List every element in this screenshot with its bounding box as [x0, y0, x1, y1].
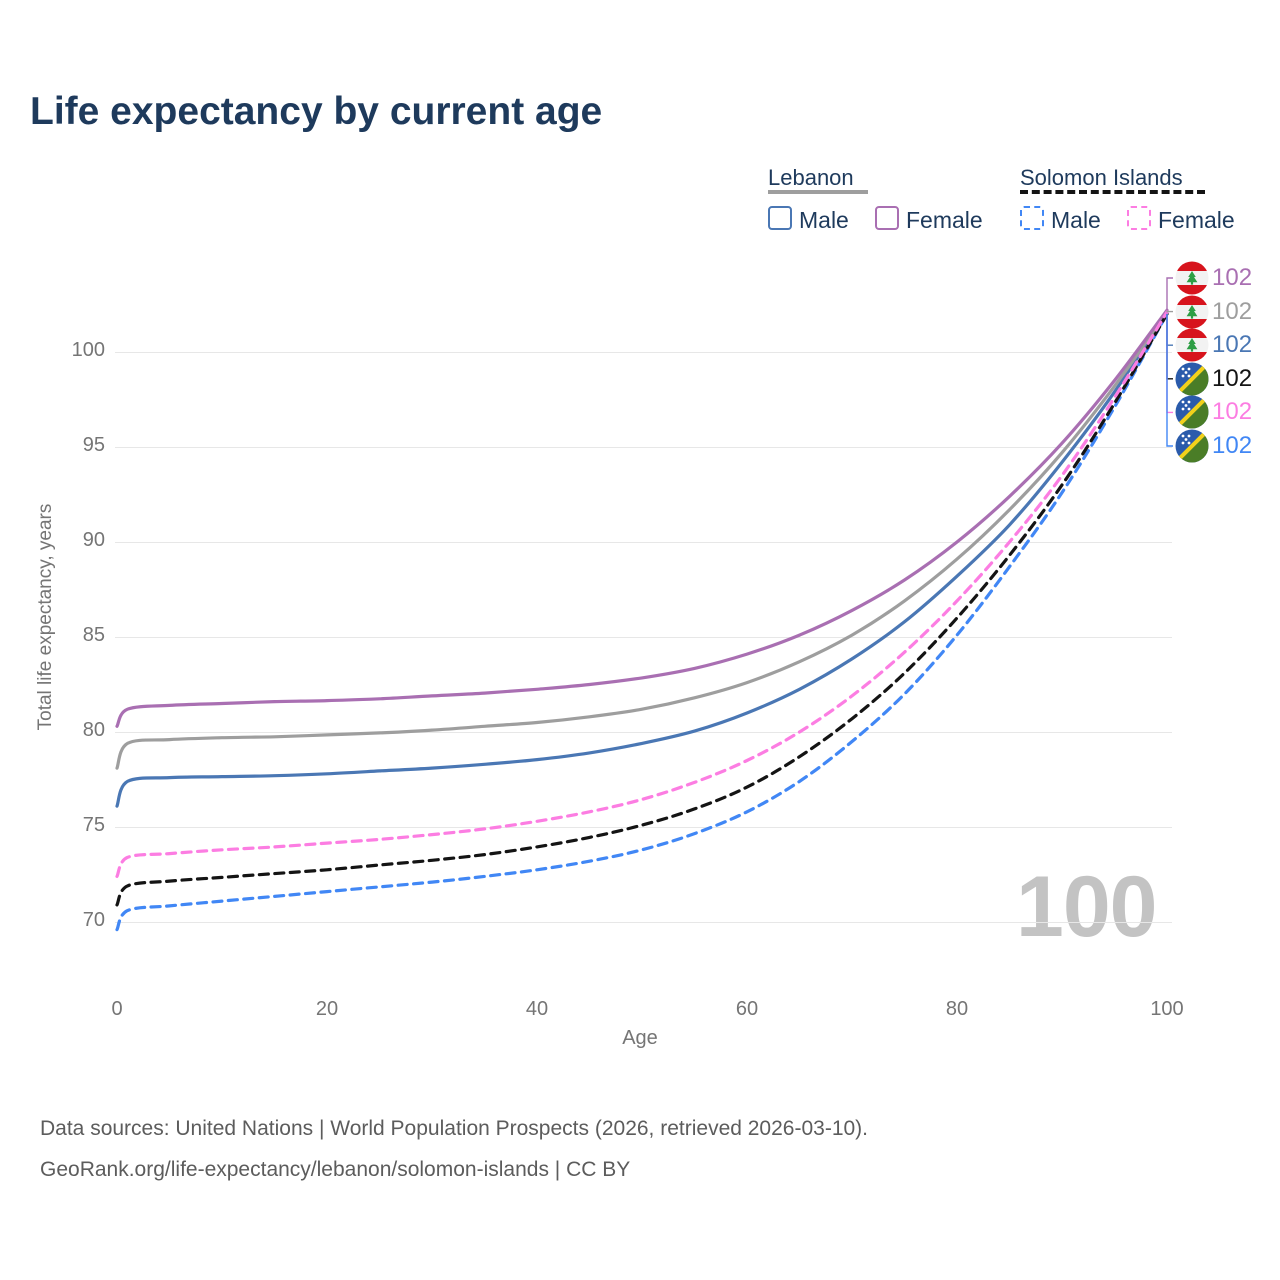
y-tick-label: 95	[82, 434, 105, 456]
series-line-lebanon-male[interactable]	[115, 310, 1169, 808]
end-value-label-solomon-total: 102	[1212, 364, 1253, 392]
legend-checkbox-lebanon-male[interactable]	[768, 206, 792, 230]
x-tick-label: 60	[735, 998, 759, 1020]
legend-label-lebanon-male: Male	[799, 207, 849, 233]
end-value-label-lebanon-total: 102	[1212, 297, 1253, 325]
watermark-age-label: 100	[1016, 859, 1157, 955]
flag-solomon-islands-icon	[1175, 395, 1209, 429]
y-tick-label: 75	[82, 814, 105, 836]
x-tick-label: 20	[315, 998, 339, 1020]
end-label-connector	[1166, 312, 1173, 414]
end-label-connector	[1166, 310, 1173, 313]
legend-underline-solomon-islands	[1020, 190, 1205, 194]
series-line-solomon-male[interactable]	[115, 312, 1169, 932]
gridline	[115, 922, 1172, 923]
y-tick-label: 100	[71, 339, 105, 361]
gridline	[115, 352, 1172, 353]
flag-lebanon-icon	[1175, 261, 1209, 295]
end-label-connector	[1166, 277, 1173, 311]
x-tick-label: 40	[525, 998, 549, 1020]
x-tick-label: 100	[1150, 998, 1184, 1020]
flag-lebanon-icon	[1175, 295, 1209, 329]
legend-checkbox-solomon-male[interactable]	[1020, 206, 1044, 230]
end-label-connector	[1166, 314, 1173, 447]
footer-url-line: GeoRank.org/life-expectancy/lebanon/solo…	[40, 1158, 631, 1181]
y-tick-label: 85	[82, 624, 105, 646]
end-label-connector	[1166, 314, 1173, 380]
series-line-solomon-female[interactable]	[115, 310, 1169, 878]
page-title: Life expectancy by current age	[30, 90, 603, 133]
gridline	[115, 637, 1172, 638]
flag-lebanon-icon	[1175, 328, 1209, 362]
end-label-connector	[1166, 312, 1173, 346]
gridline	[115, 447, 1172, 448]
legend-group-title-lebanon: Lebanon	[768, 165, 854, 190]
end-value-label-solomon-male: 102	[1212, 432, 1253, 459]
series-line-lebanon-total[interactable]	[115, 310, 1169, 770]
gridline	[115, 542, 1172, 543]
legend-group-title-solomon-islands: Solomon Islands	[1020, 165, 1183, 190]
y-tick-label: 70	[82, 909, 105, 931]
legend-label-solomon-male: Male	[1051, 207, 1101, 233]
series-line-lebanon-female[interactable]	[115, 308, 1169, 728]
flag-solomon-islands-icon	[1175, 429, 1209, 463]
legend-checkbox-solomon-female[interactable]	[1127, 206, 1151, 230]
legend-checkbox-lebanon-female[interactable]	[875, 206, 899, 230]
footer-source-line: Data sources: United Nations | World Pop…	[40, 1117, 869, 1140]
y-tick-label: 80	[82, 719, 105, 741]
flag-solomon-islands-icon	[1175, 362, 1209, 396]
legend-label-lebanon-female: Female	[906, 207, 983, 233]
footer: Data sources: United Nations | World Pop…	[40, 1108, 868, 1190]
x-tick-label: 0	[111, 998, 123, 1020]
gridline	[115, 827, 1172, 828]
gridline	[115, 732, 1172, 733]
series-line-solomon-total[interactable]	[115, 312, 1169, 907]
legend-underline-lebanon	[768, 190, 868, 194]
legend-label-solomon-female: Female	[1158, 207, 1235, 233]
y-axis-title: Total life expectancy, years	[35, 503, 56, 731]
end-value-label-lebanon-male: 102	[1212, 331, 1253, 359]
x-axis-title: Age	[622, 1027, 658, 1049]
x-tick-label: 80	[945, 998, 969, 1020]
end-value-label-lebanon-female: 102	[1212, 264, 1253, 291]
y-tick-label: 90	[82, 529, 105, 551]
end-value-label-solomon-female: 102	[1212, 398, 1253, 426]
